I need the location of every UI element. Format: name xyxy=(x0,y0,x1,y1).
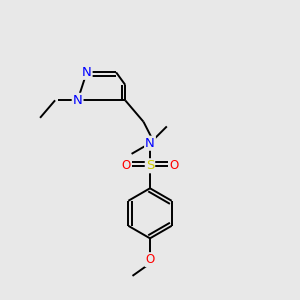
Text: O: O xyxy=(146,253,154,266)
Text: O: O xyxy=(169,159,178,172)
Text: O: O xyxy=(122,159,131,172)
Text: N: N xyxy=(82,66,92,79)
Text: N: N xyxy=(145,137,155,150)
Text: S: S xyxy=(146,159,154,172)
Text: N: N xyxy=(73,94,82,107)
